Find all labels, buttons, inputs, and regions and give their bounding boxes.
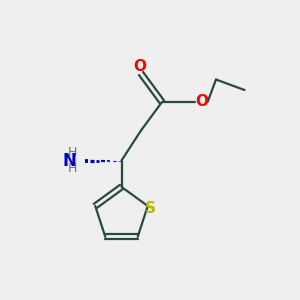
Text: H: H <box>67 162 77 176</box>
Text: O: O <box>195 94 208 110</box>
Text: N: N <box>62 152 76 169</box>
Text: S: S <box>145 202 156 217</box>
Text: H: H <box>67 146 77 159</box>
Text: O: O <box>133 59 146 74</box>
